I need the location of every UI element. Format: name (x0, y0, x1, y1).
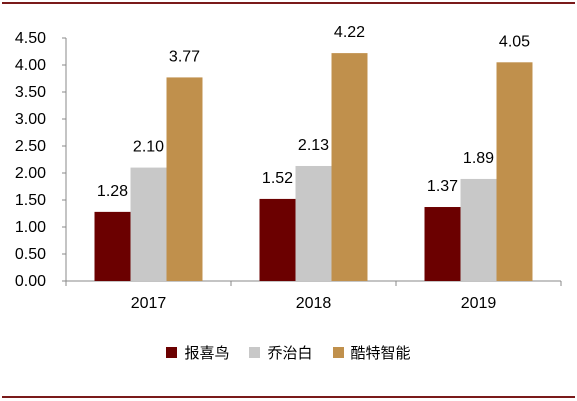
bar (295, 165, 332, 281)
data-label: 1.89 (463, 150, 494, 167)
legend-label: 报喜鸟 (184, 343, 230, 362)
top-rule (2, 2, 575, 4)
data-label: 1.37 (427, 178, 458, 195)
y-tick-label: 3.50 (15, 84, 46, 101)
data-label: 2.10 (133, 139, 164, 156)
legend-swatch (249, 346, 261, 358)
bar (166, 77, 203, 281)
y-tick-label: 0.00 (15, 273, 46, 290)
legend-item: 报喜鸟 (166, 342, 229, 363)
y-tick-label: 3.00 (15, 111, 46, 128)
x-tick-label: 2017 (131, 295, 167, 312)
data-label: 4.05 (499, 33, 530, 50)
bar (331, 53, 368, 282)
legend-item: 乔治白 (249, 342, 313, 363)
bottom-rule (2, 396, 575, 398)
y-tick-label: 1.00 (15, 219, 46, 236)
data-label: 1.28 (97, 183, 128, 200)
bar-chart: 0.00 0.50 1.00 1.50 2.00 2.50 3.00 3.50 4.00 4.50… (15, 24, 562, 312)
y-tick-label: 2.00 (15, 165, 46, 182)
data-label: 2.13 (298, 137, 329, 154)
data-label: 4.22 (334, 24, 365, 41)
y-tick-label: 2.50 (15, 138, 46, 155)
bar (259, 198, 296, 281)
bar (460, 178, 497, 281)
bar (496, 62, 533, 281)
x-tick-label: 2018 (296, 295, 332, 312)
y-tick-label: 4.00 (15, 57, 46, 74)
bar (130, 167, 167, 281)
x-tick-label: 2019 (461, 295, 497, 312)
data-label: 3.77 (169, 48, 200, 65)
y-tick-label: 4.50 (15, 30, 46, 47)
legend-swatch (166, 346, 178, 358)
legend-label: 乔治白 (267, 343, 313, 362)
legend: 报喜鸟 乔治白 酷特智能 (0, 340, 577, 364)
legend-label: 酷特智能 (350, 343, 411, 362)
y-tick-label: 0.50 (15, 246, 46, 263)
data-label: 1.52 (262, 170, 293, 187)
y-tick-label: 1.50 (15, 192, 46, 209)
bar (94, 211, 131, 281)
legend-swatch (332, 346, 344, 358)
bar (424, 207, 461, 281)
legend-item: 酷特智能 (332, 342, 411, 363)
